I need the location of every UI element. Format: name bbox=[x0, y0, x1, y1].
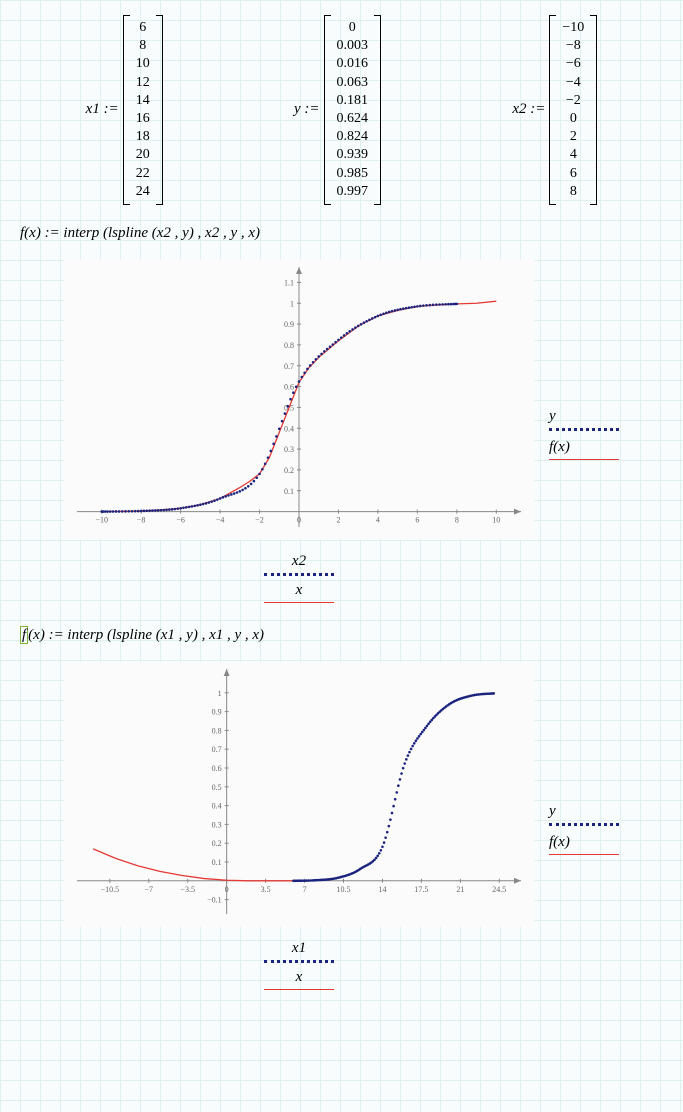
svg-text:14: 14 bbox=[378, 885, 386, 894]
x-legend-label-2: x bbox=[64, 969, 534, 986]
svg-text:−7: −7 bbox=[145, 885, 154, 894]
vector-x1: x1 := 681012141618202224 bbox=[86, 15, 163, 205]
formula-2-text: (x) := interp (lspline (x1 , y) , x1 , y… bbox=[28, 627, 264, 643]
svg-text:0.9: 0.9 bbox=[284, 320, 294, 329]
matrix-icon: 681012141618202224 bbox=[123, 15, 163, 205]
svg-text:3.5: 3.5 bbox=[261, 885, 271, 894]
svg-text:−10.5: −10.5 bbox=[101, 885, 120, 894]
svg-text:6: 6 bbox=[415, 515, 419, 524]
svg-text:21: 21 bbox=[456, 885, 464, 894]
svg-text:0.6: 0.6 bbox=[284, 382, 294, 391]
legend-label-y: y bbox=[549, 408, 619, 425]
svg-text:7: 7 bbox=[303, 885, 307, 894]
svg-text:−3.5: −3.5 bbox=[180, 885, 195, 894]
svg-text:1: 1 bbox=[290, 299, 294, 308]
svg-text:−6: −6 bbox=[176, 515, 185, 524]
svg-text:−8: −8 bbox=[137, 515, 146, 524]
svg-text:0.2: 0.2 bbox=[284, 466, 294, 475]
legend-label-fx: f(x) bbox=[549, 834, 619, 851]
vectors-row: x1 := 681012141618202224 y := 00.0030.01… bbox=[20, 15, 663, 205]
chart-1: −10−8−6−4−202468100.10.20.30.40.50.60.70… bbox=[64, 260, 534, 545]
chart-2: −10.5−7−3.503.5710.51417.52124.5−0.10.10… bbox=[64, 662, 534, 932]
svg-text:0.9: 0.9 bbox=[212, 707, 222, 716]
svg-text:0.7: 0.7 bbox=[284, 362, 294, 371]
chart-1-svg: −10−8−6−4−202468100.10.20.30.40.50.60.70… bbox=[64, 260, 534, 540]
svg-text:0.2: 0.2 bbox=[212, 839, 222, 848]
svg-text:0: 0 bbox=[225, 885, 229, 894]
matrix-icon: 00.0030.0160.0630.1810.6240.8240.9390.98… bbox=[324, 15, 382, 205]
svg-text:−0.1: −0.1 bbox=[207, 895, 222, 904]
svg-text:0: 0 bbox=[297, 515, 301, 524]
svg-text:0.8: 0.8 bbox=[284, 341, 294, 350]
chart-2-svg: −10.5−7−3.503.5710.51417.52124.5−0.10.10… bbox=[64, 662, 534, 927]
svg-text:10: 10 bbox=[492, 515, 500, 524]
svg-text:17.5: 17.5 bbox=[414, 885, 428, 894]
chart-1-block: −10−8−6−4−202468100.10.20.30.40.50.60.70… bbox=[10, 260, 673, 609]
svg-text:0.3: 0.3 bbox=[284, 445, 294, 454]
formula-2: f(x) := interp (lspline (x1 , y) , x1 , … bbox=[20, 627, 663, 644]
svg-text:0.6: 0.6 bbox=[212, 764, 222, 773]
vector-y: y := 00.0030.0160.0630.1810.6240.8240.93… bbox=[294, 15, 381, 205]
vector-label: y := bbox=[294, 101, 320, 118]
x-legend-label-1: x2 bbox=[64, 553, 534, 570]
svg-text:0.1: 0.1 bbox=[284, 487, 294, 496]
legend-label-y: y bbox=[549, 803, 619, 820]
svg-text:0.1: 0.1 bbox=[212, 858, 222, 867]
vector-label: x2 := bbox=[512, 101, 545, 118]
svg-text:−10: −10 bbox=[95, 515, 108, 524]
svg-text:8: 8 bbox=[455, 515, 459, 524]
x-legend-label-2: x bbox=[64, 582, 534, 599]
chart-2-legend: y f(x) bbox=[549, 795, 619, 863]
matrix-icon: −10−8−6−4−202468 bbox=[549, 15, 597, 205]
svg-text:1.1: 1.1 bbox=[284, 278, 294, 287]
svg-text:0.8: 0.8 bbox=[212, 726, 222, 735]
vector-label: x1 := bbox=[86, 101, 119, 118]
svg-text:−4: −4 bbox=[216, 515, 225, 524]
svg-text:1: 1 bbox=[218, 689, 222, 698]
svg-text:10.5: 10.5 bbox=[337, 885, 351, 894]
svg-text:0.3: 0.3 bbox=[212, 820, 222, 829]
svg-text:−2: −2 bbox=[255, 515, 264, 524]
legend-label-fx: f(x) bbox=[549, 439, 619, 456]
chart-1-x-legend: x2 x bbox=[64, 553, 534, 603]
svg-text:24.5: 24.5 bbox=[492, 885, 506, 894]
chart-2-block: −10.5−7−3.503.5710.51417.52124.5−0.10.10… bbox=[10, 662, 673, 996]
svg-text:4: 4 bbox=[376, 515, 380, 524]
vector-x2: x2 := −10−8−6−4−202468 bbox=[512, 15, 597, 205]
svg-text:0.7: 0.7 bbox=[212, 745, 222, 754]
svg-text:0.4: 0.4 bbox=[284, 424, 294, 433]
svg-text:0.5: 0.5 bbox=[212, 783, 222, 792]
chart-1-legend: y f(x) bbox=[549, 400, 619, 468]
svg-text:0.4: 0.4 bbox=[212, 801, 222, 810]
formula-1: f(x) := interp (lspline (x2 , y) , x2 , … bbox=[20, 225, 663, 242]
x-legend-label-1: x1 bbox=[64, 940, 534, 957]
chart-2-x-legend: x1 x bbox=[64, 940, 534, 990]
svg-text:2: 2 bbox=[336, 515, 340, 524]
